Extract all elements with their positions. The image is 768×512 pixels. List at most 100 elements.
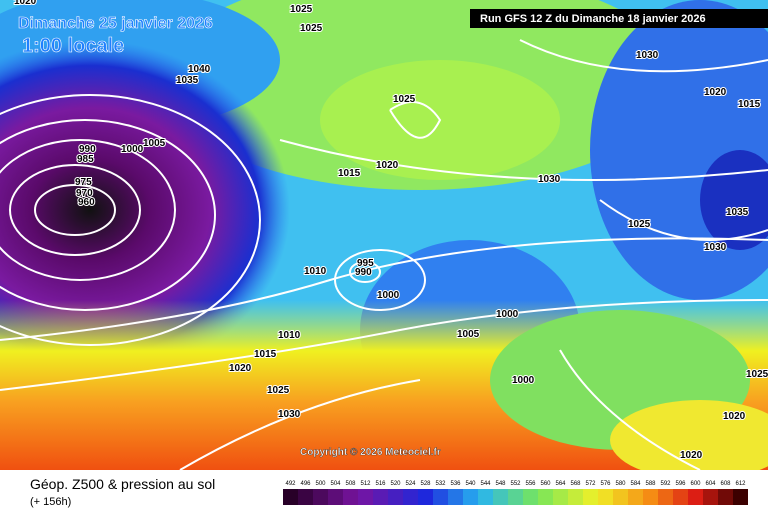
scale-swatch [538,489,553,505]
isobar-label: 1020 [14,0,37,7]
scale-swatch [343,489,358,505]
scale-swatch [493,489,508,505]
scale-label: 604 [705,481,716,487]
scale-label: 520 [390,481,401,487]
isobar-label: 1025 [393,94,416,105]
scale-label: 512 [360,481,371,487]
scale-label: 500 [315,481,326,487]
isobar-label: 990 [355,267,372,278]
run-info: Run GFS 12 Z du Dimanche 18 janvier 2026 [480,13,706,25]
scale-label: 584 [630,481,641,487]
scale-label: 492 [285,481,296,487]
scale-swatch [613,489,628,505]
isobar-label: 1015 [738,99,761,110]
isobar-label: 1020 [680,450,703,461]
scale-label: 560 [540,481,551,487]
isobar-label: 1025 [290,4,313,15]
scale-label: 612 [735,481,746,487]
map-background [0,0,768,480]
isobar-label: 1005 [143,138,166,149]
isobar-label: 1015 [338,168,361,179]
forecast-time: 1:00 locale [22,35,124,57]
isobar-label: 1010 [278,330,301,341]
isobar-label: 1010 [304,266,327,277]
isobar-label: 1025 [300,23,323,34]
isobar-label: 995 [357,258,374,269]
scale-swatch [433,489,448,505]
scale-label: 532 [435,481,446,487]
scale-label: 496 [300,481,311,487]
scale-label: 516 [375,481,386,487]
scale-swatch [553,489,568,505]
scale-label: 580 [615,481,626,487]
scale-swatch [283,489,298,505]
run-banner [470,9,768,28]
scale-label: 508 [345,481,356,487]
scale-label: 544 [480,481,491,487]
scale-swatch [628,489,643,505]
isobar-label: 1015 [254,349,277,360]
scale-label: 556 [525,481,536,487]
isobar-label: 1030 [278,409,301,420]
isobar-label: 1020 [229,363,252,374]
scale-swatch [643,489,658,505]
isobar-label: 1035 [726,207,749,218]
isobar-label: 1020 [704,87,727,98]
isobar-label: 1020 [376,160,399,171]
scale-swatch [478,489,493,505]
scale-label: 600 [690,481,701,487]
isobar-label: 1030 [636,50,659,61]
isobar-label: 1035 [176,75,199,86]
scale-label: 588 [645,481,656,487]
scale-label: 564 [555,481,566,487]
isobar-label: 1020 [723,411,746,422]
scale-swatch [388,489,403,505]
isobars [0,39,768,471]
scale-label: 596 [675,481,686,487]
scale-label: 576 [600,481,611,487]
isobar-label: 1030 [538,174,561,185]
isobar-labels: 1020102510251040103510251030102010151005… [13,0,768,462]
scale-swatch [688,489,703,505]
copyright: Copyright © 2026 Meteociel.fr [300,447,441,458]
scale-swatch [733,489,748,505]
scale-swatch [703,489,718,505]
color-scale: 492 496 500 504 508 512 516 520 524 528 532 536 540 5… [283,481,748,505]
scale-swatch [403,489,418,505]
isobar-label: 985 [77,154,94,165]
forecast-date: Dimanche 25 janvier 2026 [18,15,213,32]
scale-swatch [658,489,673,505]
scale-swatch [328,489,343,505]
scale-swatch [568,489,583,505]
lead-time: (+ 156h) [30,496,71,508]
isobar-label: 960 [78,197,95,208]
scale-label: 568 [570,481,581,487]
isobar-label: 1000 [496,309,519,320]
scale-swatch [418,489,433,505]
legend-title: Géop. Z500 & pression au sol [30,476,215,492]
isobar-label: 1025 [267,385,290,396]
isobar-label: 1005 [457,329,480,340]
scale-label: 608 [720,481,731,487]
scale-swatch [448,489,463,505]
scale-swatch [463,489,478,505]
isobar-label: 1025 [746,369,768,380]
scale-swatch [523,489,538,505]
scale-swatch [313,489,328,505]
scale-swatch [508,489,523,505]
isobar-label: 1040 [188,64,211,75]
isobar-label: 1000 [377,290,400,301]
scale-label: 540 [465,481,476,487]
scale-swatch [673,489,688,505]
scale-label: 548 [495,481,506,487]
isobar-label: 975 [75,177,92,188]
scale-label: 536 [450,481,461,487]
scale-label: 528 [420,481,431,487]
scale-label: 524 [405,481,416,487]
isobar-label: 970 [76,188,93,199]
isobar-label: 1030 [704,242,727,253]
scale-swatch [373,489,388,505]
scale-swatch [598,489,613,505]
scale-swatch [718,489,733,505]
